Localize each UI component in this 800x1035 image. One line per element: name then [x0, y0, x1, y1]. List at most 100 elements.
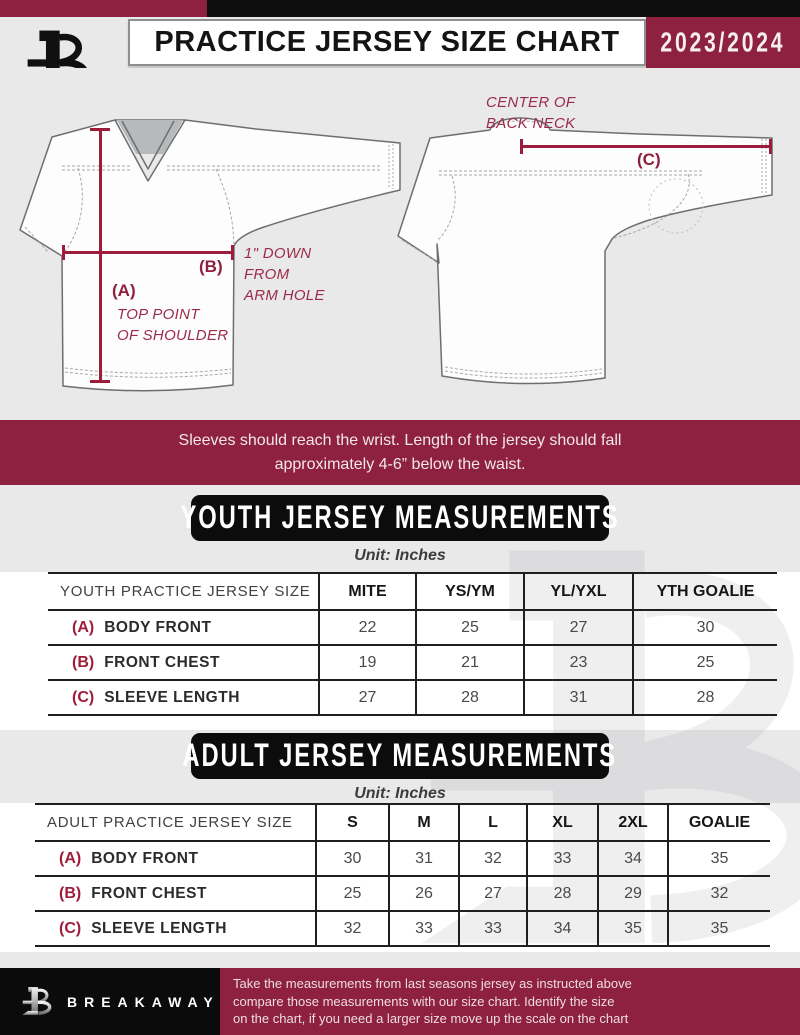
- adult-c-s: 32: [315, 912, 388, 945]
- adult-col-2xl: 2XL: [597, 805, 667, 840]
- adult-a-s: 30: [315, 842, 388, 875]
- footer-brand-name: BREAKAWAY: [67, 993, 220, 1010]
- caption-b-line2: FROM: [244, 266, 290, 283]
- jersey-diagram-area: (A) TOP POINT OF SHOULDER (B) 1" DOWN FR…: [0, 68, 800, 420]
- adult-row-front-chest: (B) FRONT CHEST 25 26 27 28 29 32: [35, 877, 770, 912]
- youth-a-mite: 22: [318, 611, 415, 644]
- season-badge: 2023/2024: [646, 17, 800, 68]
- youth-table-area: YOUTH PRACTICE JERSEY SIZE MITE YS/YM YL…: [0, 572, 800, 730]
- caption-b-line3: ARM HOLE: [244, 287, 325, 304]
- adult-c-m: 33: [388, 912, 458, 945]
- adult-b-2xl: 29: [597, 877, 667, 910]
- adult-c-2xl: 35: [597, 912, 667, 945]
- measure-line-b-left-cap: [62, 245, 65, 260]
- adult-table-area: ADULT PRACTICE JERSEY SIZE S M L XL 2XL …: [0, 803, 800, 952]
- adult-row-body-front: (A) BODY FRONT 30 31 32 33 34 35: [35, 842, 770, 877]
- youth-b-goalie: 25: [632, 646, 777, 679]
- row-label: BODY FRONT: [104, 618, 212, 636]
- youth-b-mite: 19: [318, 646, 415, 679]
- measure-line-b-right-cap: [231, 245, 234, 260]
- youth-section-header: YOUTH JERSEY MEASUREMENTS Unit: Inches: [0, 485, 800, 572]
- adult-row-sleeve-length: (C) SLEEVE LENGTH 32 33 33 34 35 35: [35, 912, 770, 947]
- measure-line-a-bottom-cap: [90, 380, 110, 383]
- adult-unit-label: Unit: Inches: [354, 785, 446, 802]
- row-label: BODY FRONT: [91, 849, 199, 867]
- adult-b-l: 27: [458, 877, 526, 910]
- caption-a-line1: TOP POINT: [117, 306, 200, 323]
- adult-section-header: ADULT JERSEY MEASUREMENTS Unit: Inches: [0, 730, 800, 803]
- adult-b-m: 26: [388, 877, 458, 910]
- page-title-box: PRACTICE JERSEY SIZE CHART: [128, 19, 646, 66]
- adult-table-header-row: ADULT PRACTICE JERSEY SIZE S M L XL 2XL …: [35, 805, 770, 842]
- footer-instruction-line1: Take the measurements from last seasons …: [233, 976, 632, 992]
- measure-line-c-left-cap: [520, 139, 523, 154]
- jersey-diagrams: [19, 117, 773, 392]
- fit-notice-line2: approximately 4-6” below the waist.: [274, 456, 526, 473]
- season-label: 2023/2024: [660, 26, 786, 58]
- back-jersey-diagram: [397, 117, 773, 385]
- youth-c-ylyxl: 31: [523, 681, 632, 714]
- youth-unit-label: Unit: Inches: [354, 547, 446, 564]
- measure-tag-b: (B): [199, 257, 223, 276]
- footer-instructions: Take the measurements from last seasons …: [220, 968, 800, 1035]
- youth-c-ysym: 28: [415, 681, 523, 714]
- fit-notice-line1: Sleeves should reach the wrist. Length o…: [178, 432, 622, 449]
- adult-col-m: M: [388, 805, 458, 840]
- row-label: SLEEVE LENGTH: [91, 919, 227, 937]
- caption-a-line2: OF SHOULDER: [117, 327, 229, 344]
- adult-banner-label: ADULT JERSEY MEASUREMENTS: [182, 737, 618, 774]
- youth-c-mite: 27: [318, 681, 415, 714]
- footer-brand-block: BREAKAWAY: [0, 968, 220, 1035]
- row-tag: (C): [59, 919, 82, 937]
- youth-banner: YOUTH JERSEY MEASUREMENTS: [181, 495, 618, 541]
- youth-col-mite: MITE: [318, 574, 415, 609]
- header-maroon-strip: [0, 0, 207, 17]
- youth-a-goalie: 30: [632, 611, 777, 644]
- adult-banner: ADULT JERSEY MEASUREMENTS: [183, 733, 615, 779]
- youth-col-goalie: YTH GOALIE: [632, 574, 777, 609]
- row-label: SLEEVE LENGTH: [104, 688, 240, 706]
- youth-table-header-row: YOUTH PRACTICE JERSEY SIZE MITE YS/YM YL…: [48, 574, 777, 611]
- measure-tag-c: (C): [637, 150, 661, 169]
- adult-c-l: 33: [458, 912, 526, 945]
- breakaway-footer-logo-icon: [22, 986, 52, 1017]
- measure-line-a: [99, 129, 102, 382]
- row-label: FRONT CHEST: [91, 884, 207, 902]
- footer-instruction-line3: on the chart, if you need a larger size …: [233, 1011, 629, 1027]
- adult-b-xl: 28: [526, 877, 597, 910]
- header: PRACTICE JERSEY SIZE CHART 2023/2024: [0, 0, 800, 68]
- adult-col-l: L: [458, 805, 526, 840]
- adult-col-s: S: [315, 805, 388, 840]
- adult-a-goalie: 35: [667, 842, 770, 875]
- measure-line-a-top-cap: [90, 128, 110, 131]
- adult-size-table: ADULT PRACTICE JERSEY SIZE S M L XL 2XL …: [35, 803, 770, 947]
- adult-a-xl: 33: [526, 842, 597, 875]
- measure-caption-b: 1" DOWN FROM ARM HOLE: [244, 243, 325, 306]
- youth-c-goalie: 28: [632, 681, 777, 714]
- youth-table-label-header: YOUTH PRACTICE JERSEY SIZE: [60, 583, 311, 600]
- youth-row-body-front: (A) BODY FRONT 22 25 27 30: [48, 611, 777, 646]
- adult-c-xl: 34: [526, 912, 597, 945]
- back-jersey-stitching: [401, 120, 767, 379]
- measure-line-b: [62, 251, 234, 254]
- row-tag: (B): [59, 884, 82, 902]
- caption-c-line1: CENTER OF: [486, 94, 576, 111]
- youth-col-ylyxl: YL/YXL: [523, 574, 632, 609]
- page-title: PRACTICE JERSEY SIZE CHART: [154, 26, 620, 58]
- adult-a-2xl: 34: [597, 842, 667, 875]
- measure-line-c-right-cap: [769, 139, 772, 154]
- footer-instruction-line2: compare those measurements with our size…: [233, 993, 615, 1009]
- footer: BREAKAWAY Take the measurements from las…: [0, 968, 800, 1035]
- row-tag: (A): [72, 618, 95, 636]
- caption-c-line2: BACK NECK: [486, 115, 576, 132]
- footer-divider-strip: [0, 952, 800, 968]
- row-tag: (C): [72, 688, 95, 706]
- adult-table-label-header: ADULT PRACTICE JERSEY SIZE: [47, 814, 293, 831]
- fit-notice-banner: Sleeves should reach the wrist. Length o…: [0, 420, 800, 485]
- youth-b-ylyxl: 23: [523, 646, 632, 679]
- youth-banner-label: YOUTH JERSEY MEASUREMENTS: [180, 499, 620, 536]
- measure-caption-c: CENTER OF BACK NECK: [486, 92, 575, 134]
- measure-caption-a: TOP POINT OF SHOULDER: [117, 304, 228, 346]
- youth-col-ysym: YS/YM: [415, 574, 523, 609]
